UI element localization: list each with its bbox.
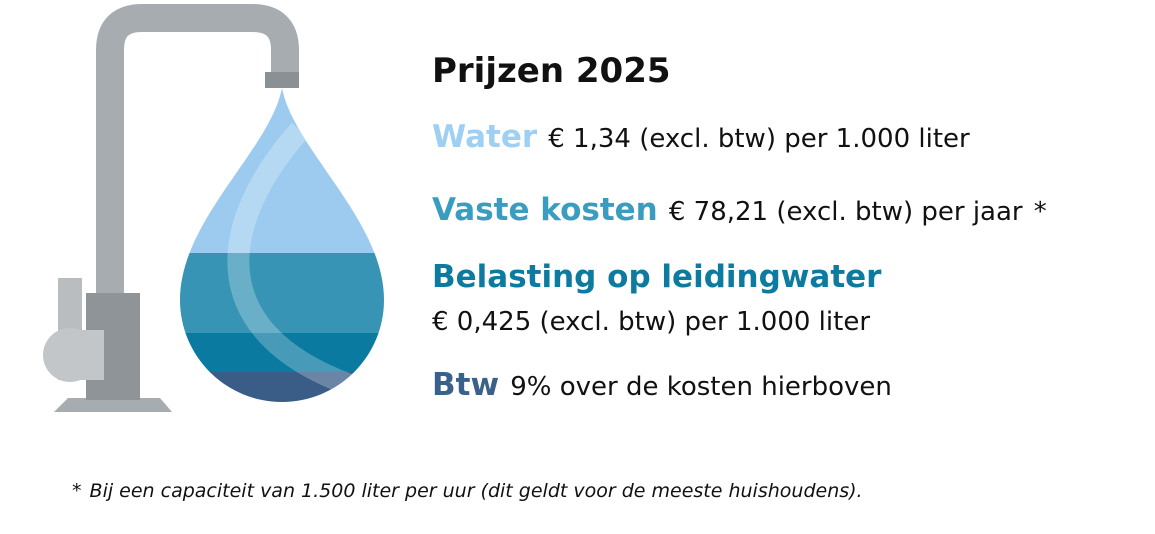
item-text: 9% over de kosten hierboven	[510, 372, 892, 402]
item-label: Btw	[432, 367, 499, 403]
item-label: Water	[432, 119, 538, 155]
water-drop	[180, 88, 384, 402]
item-label: Vaste kosten	[432, 192, 658, 228]
item-text: € 1,34 (excl. btw) per 1.000 liter	[548, 124, 970, 154]
item: Water € 1,34 (excl. btw) per 1.000 liter	[432, 119, 970, 155]
footnote: * Bij een capaciteit van 1.500 liter per…	[72, 480, 863, 502]
footnote-text: Bij een capaciteit van 1.500 liter per u…	[90, 480, 863, 502]
title: Prijzen 2025	[432, 51, 671, 91]
footnote-mark: *	[72, 480, 82, 502]
faucet	[43, 4, 299, 412]
item: Btw 9% over de kosten hierboven	[432, 367, 892, 403]
footnote-mark: *	[1034, 197, 1047, 227]
item-text: € 0,425 (excl. btw) per 1.000 liter	[432, 307, 870, 337]
item: Vaste kosten € 78,21 (excl. btw) per jaa…	[432, 192, 1047, 228]
item-label: Belasting op leidingwater	[432, 259, 882, 295]
item-text: € 78,21 (excl. btw) per jaar	[669, 197, 1023, 227]
